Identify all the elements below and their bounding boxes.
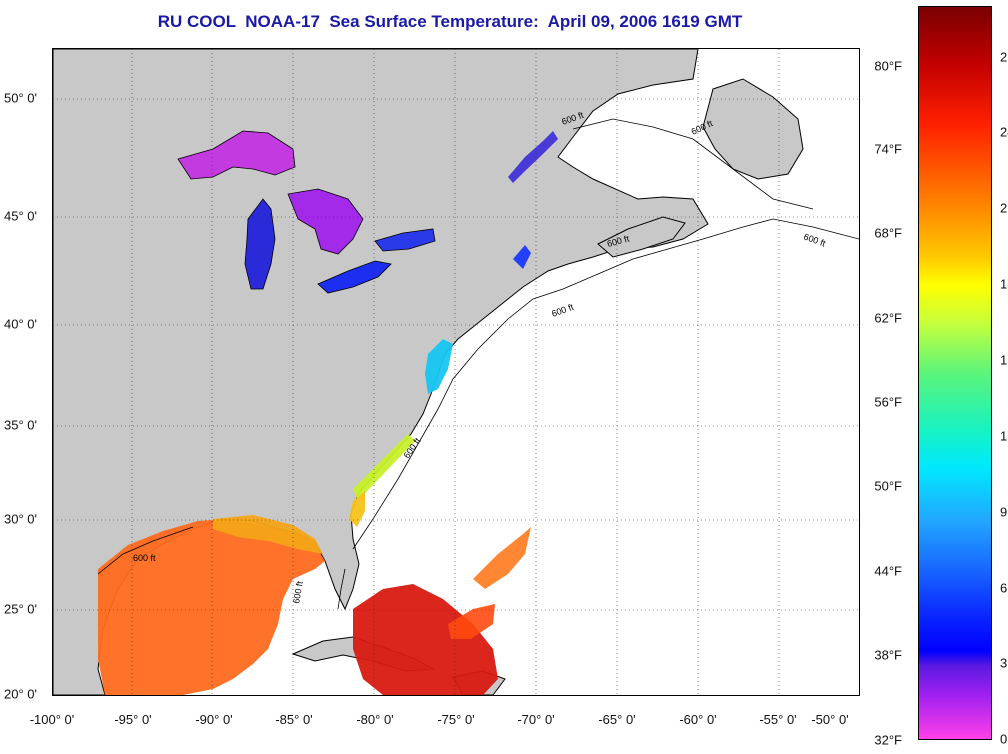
colorbar-f-label: 50°F	[874, 478, 902, 494]
sst-se-shelf	[353, 434, 415, 501]
map-title: RU COOL NOAA-17 Sea Surface Temperature:…	[157, 12, 743, 31]
colorbar-f-label: 38°F	[874, 647, 902, 663]
sst-atlantic-streak-2	[448, 604, 495, 639]
lon-tick-label: -85° 0'	[275, 712, 313, 727]
colorbar-c-label: 6°C	[1000, 580, 1008, 596]
lon-tick-label: -65° 0'	[598, 712, 636, 727]
lat-tick-label: 50° 0'	[4, 90, 37, 106]
sst-gulf-of-maine	[513, 245, 531, 269]
colorbar-c-label: 15°C	[1000, 352, 1008, 368]
sst-map[interactable]: 600 ft 600 ft 600 ft 600 ft 600 ft 600 f…	[52, 48, 860, 696]
colorbar-c-label: 18°C	[1000, 276, 1008, 292]
colorbar-c-label: 0°C	[1000, 731, 1008, 747]
lon-tick-label: -100° 0'	[29, 712, 75, 727]
lat-tick-label: 45° 0'	[4, 208, 37, 224]
lon-tick-label: -90° 0'	[195, 712, 233, 727]
lake-michigan	[244, 198, 276, 290]
contour-label: 600 ft	[802, 231, 827, 248]
contour-600ft	[97, 118, 859, 610]
colorbar-f-label: 62°F	[874, 310, 902, 326]
lat-tick-label: 30° 0'	[4, 511, 37, 527]
contour-label: 600 ft	[291, 580, 305, 604]
sst-gulf-of-mexico	[98, 519, 325, 695]
colorbar-c-label: 3°C	[1000, 655, 1008, 671]
sst-atlantic-streak-1	[473, 527, 531, 589]
colorbar-f-label: 74°F	[874, 141, 902, 157]
temperature-colorbar: 80°F 74°F 68°F 62°F 56°F 50°F 44°F 38°F …	[874, 6, 1008, 748]
sst-se-shelf-warm	[349, 491, 365, 527]
contour-label: 600 ft	[133, 553, 156, 563]
lat-tick-label: 20° 0'	[4, 686, 37, 702]
lon-tick-label: -70° 0'	[517, 712, 555, 727]
lon-tick-label: -95° 0'	[114, 712, 152, 727]
lake-superior	[177, 130, 296, 180]
land-nova-scotia	[597, 216, 686, 258]
lon-tick-label: -80° 0'	[356, 712, 394, 727]
sst-st-lawrence	[508, 131, 558, 183]
lat-tick-label: 35° 0'	[4, 417, 37, 433]
sst-gulf-north-shelf	[213, 515, 323, 554]
colorbar-c-label: 27°C	[1000, 49, 1008, 65]
colorbar-f-label: 68°F	[874, 225, 902, 241]
colorbar-c-label: 21°C	[1000, 200, 1008, 216]
colorbar-f-label: 44°F	[874, 563, 902, 579]
colorbar-f-label: 32°F	[874, 732, 902, 748]
colorbar-c-label: 9°C	[1000, 504, 1008, 520]
colorbar-gradient	[918, 6, 992, 740]
lon-tick-label: -55° 0'	[759, 712, 797, 727]
sst-caribbean	[353, 584, 498, 695]
land-newfoundland	[702, 78, 804, 180]
colorbar-f-label: 80°F	[874, 58, 902, 74]
lon-tick-label: -75° 0'	[437, 712, 475, 727]
lon-tick-label: -50° 0'	[811, 712, 849, 727]
lat-tick-label: 25° 0'	[4, 601, 37, 617]
colorbar-c-label: 24°C	[1000, 124, 1008, 140]
contour-label: 600 ft	[550, 302, 575, 319]
lon-tick-label: -60° 0'	[679, 712, 717, 727]
lat-tick-label: 40° 0'	[4, 316, 37, 332]
lake-erie	[317, 260, 392, 294]
lake-ontario	[374, 228, 436, 252]
colorbar-c-label: 12°C	[1000, 428, 1008, 444]
colorbar-f-label: 56°F	[874, 394, 902, 410]
sst-mid-atlantic	[425, 339, 453, 394]
lake-huron	[287, 188, 364, 255]
map-canvas: 600 ft 600 ft 600 ft 600 ft 600 ft 600 f…	[53, 49, 859, 695]
